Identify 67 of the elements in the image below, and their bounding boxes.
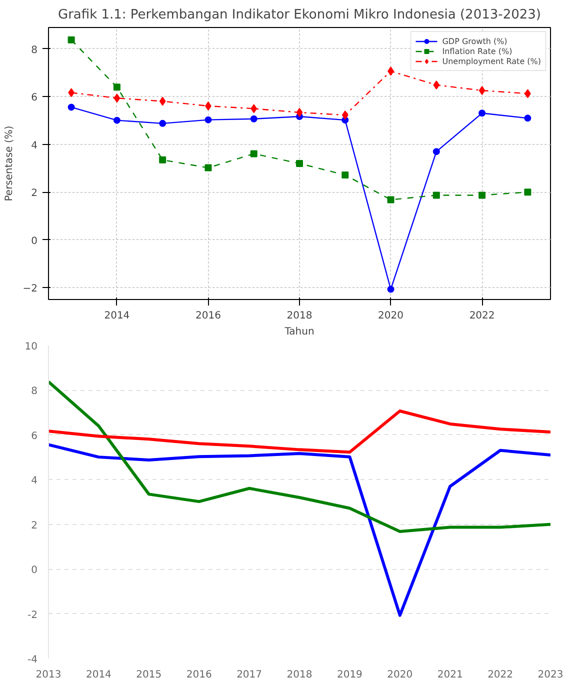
x-tick-label: 2018 [286, 310, 312, 322]
y-tick-label: 4 [31, 476, 38, 487]
x-tick-label: 2019 [336, 670, 362, 680]
point [114, 94, 120, 103]
y-tick-label: 0 [31, 565, 38, 576]
point [68, 104, 75, 111]
x-tick-label: 2017 [236, 670, 262, 680]
y-tick-label: -4 [28, 654, 38, 666]
point [478, 192, 486, 199]
x-tick-label: 2022 [488, 670, 514, 680]
x-tick-label: 2023 [538, 670, 564, 680]
point [250, 115, 258, 122]
point [159, 96, 166, 106]
y-tick-label: 6 [31, 430, 38, 442]
legend-label: GDP Growth (%) [442, 36, 508, 46]
y-tick-label: 6 [31, 92, 38, 104]
legend-label: Inflation Rate (%) [442, 46, 512, 56]
line-series [48, 380, 550, 534]
point [432, 148, 440, 156]
y-tick-label: 8 [31, 44, 38, 56]
x-tick-label: 2016 [196, 310, 221, 322]
x-tick-label: 2021 [437, 670, 463, 680]
point [205, 102, 212, 110]
point [68, 36, 75, 44]
line-series [48, 443, 550, 617]
point [478, 110, 486, 117]
y-tick-label: 10 [24, 342, 38, 352]
y-tick-label: -2 [28, 610, 38, 621]
y-tick-label: 8 [31, 386, 38, 398]
point [113, 84, 120, 91]
x-tick-label: 2013 [36, 670, 62, 680]
point [524, 188, 532, 196]
point [342, 171, 349, 178]
x-tick-label: 2015 [136, 670, 162, 680]
chart-title: Grafik 1.1: Perkembangan Indikator Ekonomi Mikro Indonesia (2013-2023) [58, 8, 541, 22]
point [250, 104, 258, 114]
x-tick-label: 2014 [86, 670, 112, 680]
line-series [48, 410, 550, 454]
point [204, 116, 212, 124]
point [250, 150, 258, 158]
x-axis-title: Tahun [284, 326, 314, 338]
x-tick-label: 2018 [286, 670, 312, 680]
point [296, 108, 303, 117]
y-tick-label: 2 [31, 520, 38, 532]
point [524, 114, 532, 122]
x-tick-label: 2020 [378, 310, 404, 322]
point [387, 196, 394, 204]
x-tick-label: 2022 [469, 310, 495, 322]
point [342, 110, 348, 120]
y-tick-label: 2 [31, 188, 38, 200]
point [204, 164, 212, 172]
point [159, 120, 166, 127]
point [113, 116, 120, 124]
x-tick-label: 2014 [104, 310, 130, 322]
point [432, 192, 440, 199]
point [478, 86, 486, 95]
y-tick-label: 0 [31, 236, 38, 247]
point [433, 80, 440, 90]
x-tick-label: 2020 [387, 670, 413, 680]
y-axis-title: Persentase (%) [4, 126, 15, 202]
y-tick-label: −2 [22, 284, 38, 295]
y-tick-label: 4 [31, 140, 38, 152]
legend-label: Unemployment Rate (%) [442, 56, 541, 66]
point [296, 160, 303, 167]
point [387, 286, 394, 293]
x-tick-label: 2016 [186, 670, 212, 680]
point [159, 156, 166, 164]
